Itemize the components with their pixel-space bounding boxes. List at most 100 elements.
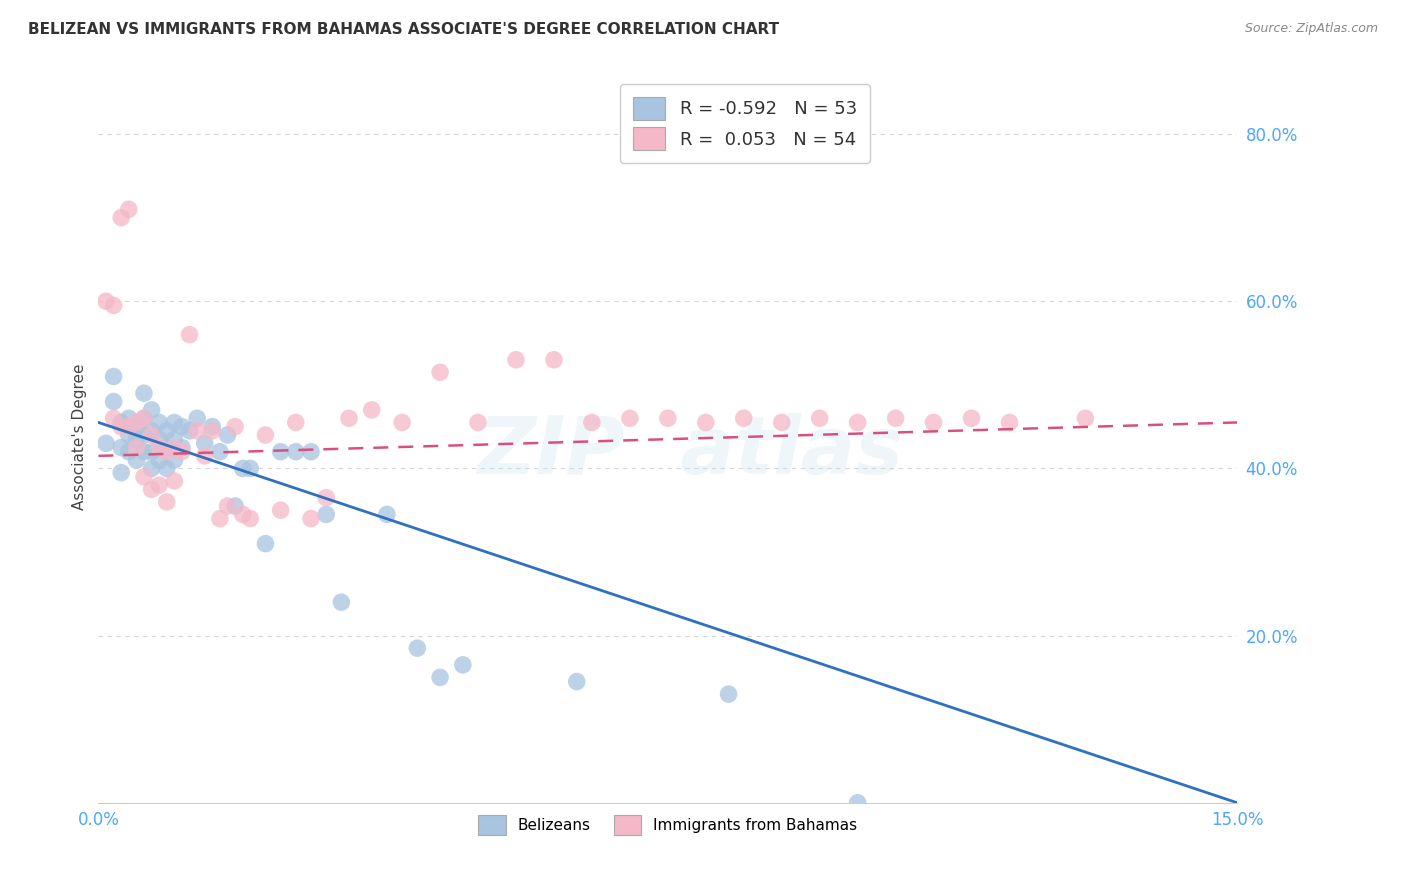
Point [141, 403, 163, 417]
Point [118, 428, 141, 442]
Point [581, 416, 603, 430]
Point [217, 499, 239, 513]
Point [284, 416, 307, 430]
Point [110, 441, 132, 455]
Point [254, 428, 277, 442]
Legend: Belizeans, Immigrants from Bahamas: Belizeans, Immigrants from Bahamas [471, 808, 865, 843]
Point [141, 428, 163, 442]
Point [194, 436, 217, 450]
Point [110, 419, 132, 434]
Point [141, 483, 163, 497]
Point [179, 424, 201, 438]
Point [201, 419, 224, 434]
Point [170, 419, 193, 434]
Point [94, 436, 117, 450]
Point [429, 365, 451, 379]
Point [186, 424, 208, 438]
Point [118, 202, 141, 217]
Text: BELIZEAN VS IMMIGRANTS FROM BAHAMAS ASSOCIATE'S DEGREE CORRELATION CHART: BELIZEAN VS IMMIGRANTS FROM BAHAMAS ASSO… [28, 22, 779, 37]
Point [186, 411, 208, 425]
Point [148, 453, 170, 467]
Text: Source: ZipAtlas.com: Source: ZipAtlas.com [1244, 22, 1378, 36]
Point [208, 511, 231, 525]
Point [163, 441, 186, 455]
Point [148, 432, 170, 446]
Point [132, 444, 155, 458]
Point [770, 416, 793, 430]
Point [1074, 411, 1097, 425]
Point [110, 211, 132, 225]
Point [163, 453, 186, 467]
Point [315, 491, 337, 505]
Point [103, 298, 125, 312]
Point [717, 687, 740, 701]
Point [330, 595, 353, 609]
Point [156, 444, 179, 458]
Point [254, 536, 277, 550]
Point [132, 411, 155, 425]
Point [239, 461, 262, 475]
Point [922, 416, 945, 430]
Point [337, 411, 360, 425]
Point [884, 411, 907, 425]
Point [695, 416, 717, 430]
Point [94, 294, 117, 309]
Point [179, 327, 201, 342]
Point [846, 796, 869, 810]
Point [156, 495, 179, 509]
Point [132, 411, 155, 425]
Point [132, 386, 155, 401]
Point [619, 411, 641, 425]
Point [846, 416, 869, 430]
Point [224, 499, 246, 513]
Point [163, 474, 186, 488]
Point [315, 508, 337, 522]
Point [110, 466, 132, 480]
Point [118, 444, 141, 458]
Point [156, 424, 179, 438]
Point [163, 432, 186, 446]
Point [998, 416, 1021, 430]
Point [110, 416, 132, 430]
Point [148, 416, 170, 430]
Point [808, 411, 831, 425]
Point [565, 674, 588, 689]
Point [148, 478, 170, 492]
Point [543, 352, 565, 367]
Point [375, 508, 398, 522]
Point [657, 411, 679, 425]
Point [505, 352, 527, 367]
Point [733, 411, 755, 425]
Point [391, 416, 413, 430]
Point [156, 441, 179, 455]
Point [103, 411, 125, 425]
Point [270, 444, 292, 458]
Point [118, 419, 141, 434]
Point [125, 432, 148, 446]
Point [125, 441, 148, 455]
Point [224, 419, 246, 434]
Point [299, 444, 322, 458]
Point [232, 461, 254, 475]
Point [270, 503, 292, 517]
Point [284, 444, 307, 458]
Text: ZIP  atlas: ZIP atlas [478, 413, 904, 491]
Point [132, 428, 155, 442]
Point [132, 470, 155, 484]
Point [125, 453, 148, 467]
Point [125, 419, 148, 434]
Point [118, 411, 141, 425]
Point [103, 369, 125, 384]
Point [103, 394, 125, 409]
Point [163, 416, 186, 430]
Point [156, 461, 179, 475]
Point [170, 444, 193, 458]
Point [170, 441, 193, 455]
Y-axis label: Associate's Degree: Associate's Degree [72, 364, 87, 510]
Point [360, 403, 382, 417]
Point [239, 511, 262, 525]
Point [299, 511, 322, 525]
Point [194, 449, 217, 463]
Point [467, 416, 489, 430]
Point [451, 657, 474, 672]
